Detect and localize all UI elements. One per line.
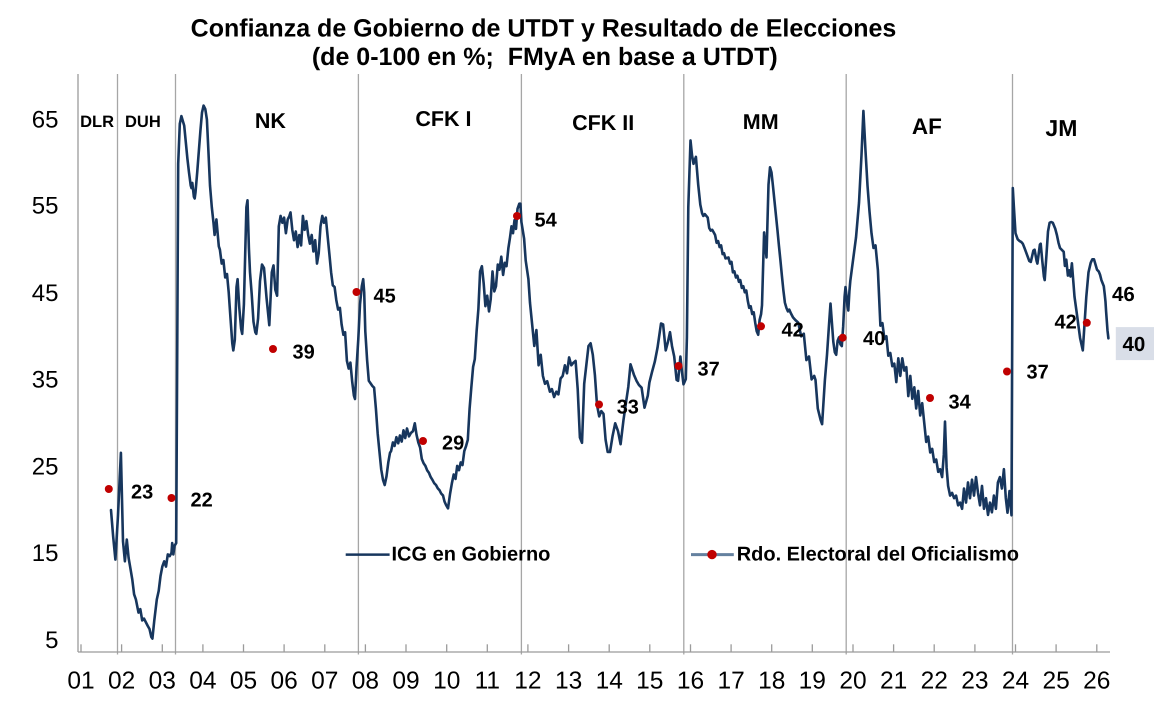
svg-text:65: 65 <box>32 106 59 133</box>
svg-text:24: 24 <box>1002 668 1029 695</box>
svg-text:25: 25 <box>32 453 59 480</box>
svg-text:23: 23 <box>131 482 153 504</box>
svg-text:34: 34 <box>949 392 972 414</box>
svg-text:08: 08 <box>352 668 379 695</box>
svg-text:07: 07 <box>311 668 338 695</box>
svg-text:14: 14 <box>596 668 623 695</box>
svg-text:21: 21 <box>880 668 907 695</box>
svg-text:11: 11 <box>475 668 500 695</box>
svg-text:02: 02 <box>108 668 135 695</box>
svg-text:JM: JM <box>1045 115 1077 141</box>
svg-text:15: 15 <box>32 540 59 567</box>
svg-text:29: 29 <box>442 433 464 455</box>
svg-text:CFK II: CFK II <box>572 111 634 135</box>
svg-text:40: 40 <box>863 328 885 350</box>
svg-text:42: 42 <box>1055 312 1077 334</box>
svg-text:12: 12 <box>514 668 541 695</box>
svg-text:26: 26 <box>1083 668 1110 695</box>
svg-text:AF: AF <box>912 114 942 139</box>
svg-text:05: 05 <box>230 668 257 695</box>
svg-text:45: 45 <box>32 280 59 307</box>
svg-text:04: 04 <box>189 668 216 695</box>
svg-text:22: 22 <box>921 668 948 695</box>
svg-text:Rdo. Electoral del Oficialismo: Rdo. Electoral del Oficialismo <box>737 544 1019 566</box>
svg-text:17: 17 <box>717 668 744 695</box>
svg-text:54: 54 <box>535 210 558 232</box>
svg-text:19: 19 <box>799 668 826 695</box>
svg-text:37: 37 <box>698 359 720 381</box>
svg-text:DUH: DUH <box>125 113 161 131</box>
svg-text:13: 13 <box>555 668 582 695</box>
svg-text:55: 55 <box>32 193 59 220</box>
svg-text:35: 35 <box>32 366 59 393</box>
svg-text:(de 0-100 en %; FMyA en base: (de 0-100 en %; FMyA en base a UTDT) <box>312 43 778 71</box>
svg-text:NK: NK <box>255 109 287 133</box>
svg-text:ICG en Gobierno: ICG en Gobierno <box>392 544 551 566</box>
svg-text:39: 39 <box>293 342 315 364</box>
svg-text:16: 16 <box>677 668 704 695</box>
svg-text:45: 45 <box>374 286 396 308</box>
svg-text:MM: MM <box>743 110 779 134</box>
svg-text:33: 33 <box>617 397 639 419</box>
svg-text:DLR: DLR <box>80 113 114 131</box>
svg-text:15: 15 <box>636 668 663 695</box>
svg-text:23: 23 <box>961 668 988 695</box>
svg-text:5: 5 <box>45 627 58 654</box>
svg-text:03: 03 <box>149 668 176 695</box>
svg-text:CFK I: CFK I <box>415 107 471 131</box>
svg-text:06: 06 <box>270 668 297 695</box>
svg-text:09: 09 <box>392 668 419 695</box>
svg-text:Confianza de Gobierno de UTDT: Confianza de Gobierno de UTDT y Resultad… <box>191 14 897 42</box>
svg-text:01: 01 <box>67 668 94 695</box>
svg-text:20: 20 <box>839 668 866 695</box>
svg-text:25: 25 <box>1042 668 1069 695</box>
svg-text:37: 37 <box>1027 362 1049 384</box>
svg-text:10: 10 <box>433 668 460 695</box>
svg-text:42: 42 <box>782 320 804 342</box>
svg-text:46: 46 <box>1112 283 1135 306</box>
svg-text:18: 18 <box>758 668 785 695</box>
svg-text:22: 22 <box>191 489 213 511</box>
svg-text:40: 40 <box>1122 333 1145 356</box>
